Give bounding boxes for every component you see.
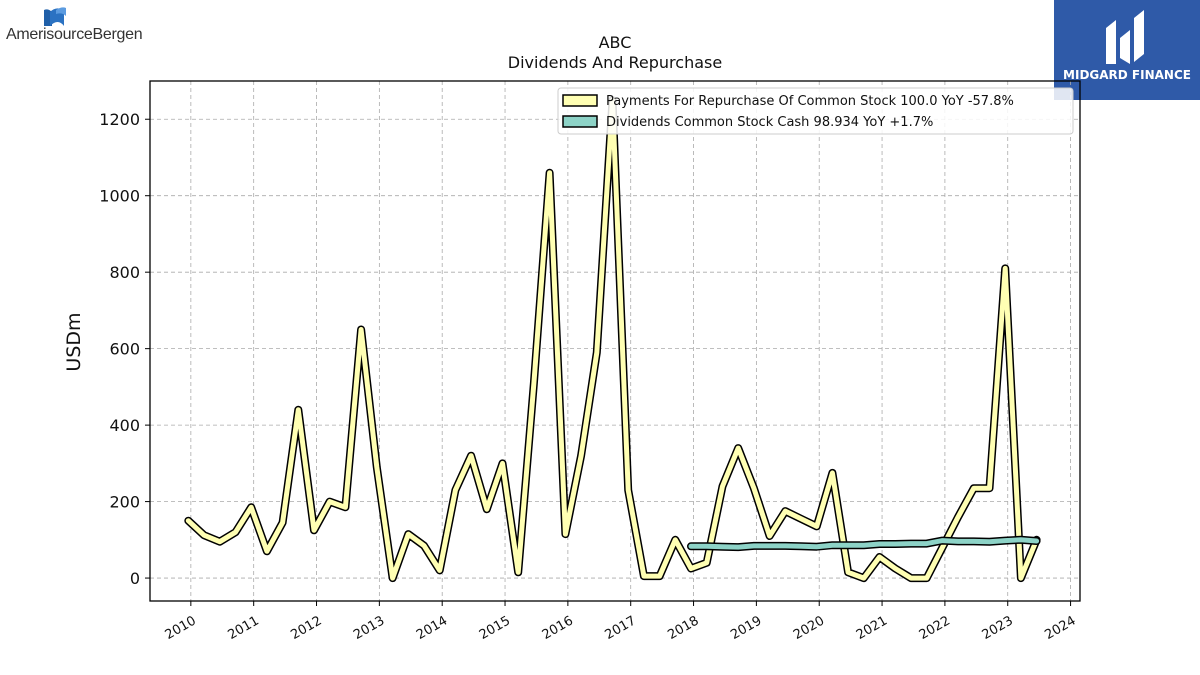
x-tick-label: 2010 [163, 613, 199, 643]
legend-box [557, 87, 1074, 135]
x-tick-label: 2014 [414, 613, 450, 643]
legend-label-repurchase: Payments For Repurchase Of Common Stock … [606, 94, 1014, 109]
plot-frame [149, 80, 1081, 602]
legend-label-dividends: Dividends Common Stock Cash 98.934 YoY +… [606, 115, 933, 130]
amerisourcebergen-mark-icon [44, 7, 66, 27]
series-repurchase-outline [184, 96, 1041, 583]
x-tick-label: 2023 [980, 613, 1016, 643]
y-tick-label: 600 [109, 340, 140, 359]
legend: Payments For Repurchase Of Common Stock … [557, 87, 1074, 135]
x-tick-label: 2021 [854, 613, 890, 643]
series-dividends-line [688, 537, 1040, 550]
x-tick-label: 2016 [540, 613, 576, 643]
x-tick-label: 2015 [477, 613, 513, 643]
midgard-finance-logo: MIDGARD FINANCE [1054, 0, 1200, 100]
amerisourcebergen-logo: AmerisourceBergen [6, 6, 166, 50]
x-tick-label: 2013 [351, 613, 387, 643]
y-ticks: 0 200 400 600 800 1000 1200 [99, 110, 150, 588]
series-layer [184, 96, 1041, 583]
y-tick-label: 800 [109, 263, 140, 282]
y-tick-label: 1000 [99, 187, 140, 206]
amerisourcebergen-wordmark: AmerisourceBergen [6, 26, 143, 43]
x-tick-label: 2012 [288, 613, 324, 643]
y-tick-label: 200 [109, 493, 140, 512]
x-tick-label: 2019 [728, 613, 764, 643]
chart-subtitle: Dividends And Repurchase [508, 53, 722, 72]
legend-swatch-dividends [562, 115, 598, 128]
series-repurchase-group [184, 96, 1041, 583]
y-tick-label: 1200 [99, 110, 140, 129]
x-tick-label: 2018 [665, 613, 701, 643]
midgard-finance-wordmark: MIDGARD FINANCE [1063, 68, 1191, 82]
x-ticks: 2010 2011 2012 2013 2014 2015 2016 2017 2018 2019… [163, 601, 1079, 643]
x-tick-label: 2020 [791, 613, 827, 643]
legend-swatch-repurchase [562, 94, 598, 107]
series-dividends-group [687, 535, 1041, 552]
y-tick-label: 400 [109, 416, 140, 435]
x-tick-label: 2022 [917, 613, 953, 643]
x-tick-label: 2024 [1042, 613, 1078, 643]
midgard-finance-mark-icon [1106, 10, 1144, 64]
grid [150, 81, 1080, 601]
x-tick-label: 2017 [603, 613, 639, 643]
y-tick-label: 0 [130, 569, 140, 588]
x-tick-label: 2011 [226, 613, 262, 643]
y-axis-label: USDm [63, 312, 85, 371]
chart-title: ABC [599, 33, 632, 52]
